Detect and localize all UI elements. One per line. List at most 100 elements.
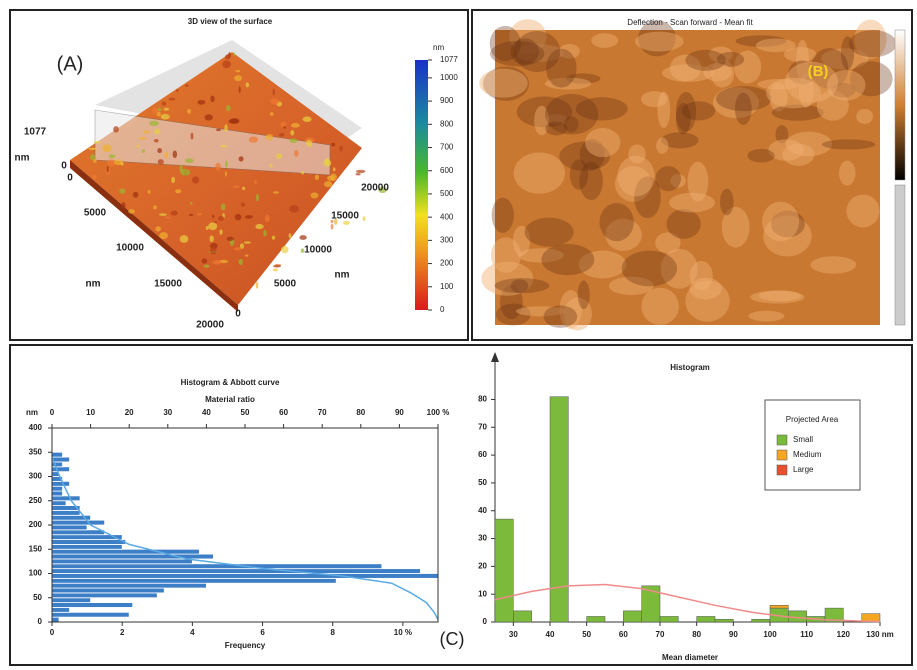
x-tick: 5000: [84, 208, 107, 219]
x-tick-label: 50: [582, 630, 591, 639]
colorbar-tick-label: 900: [440, 96, 454, 105]
texture-spot: [216, 129, 221, 131]
bar: [770, 605, 788, 608]
texture-spot: [189, 214, 194, 216]
texture-spot: [810, 256, 856, 273]
x-tick: 10000: [116, 243, 144, 254]
texture-spot: [169, 98, 176, 101]
texture-spot: [269, 164, 273, 167]
texture-spot: [190, 202, 193, 205]
y-tick-label: 200: [29, 520, 43, 529]
texture-spot: [92, 175, 97, 180]
y-tick-label: 10: [478, 589, 487, 598]
texture-spot: [669, 193, 715, 213]
x-tick-label: 0: [50, 628, 55, 637]
bar: [52, 603, 133, 608]
texture-spot: [667, 209, 701, 239]
texture-spot: [685, 280, 729, 321]
x-tick: 0: [67, 173, 73, 184]
texture-spot: [165, 217, 170, 219]
colorbar-unit: nm: [433, 43, 444, 52]
y-tick-label: 40: [478, 506, 487, 515]
x-tick-label: 90: [729, 630, 738, 639]
texture-spot: [544, 305, 578, 327]
bar: [52, 569, 420, 574]
x2-tick-label: 70: [318, 408, 327, 417]
legend-swatch: [777, 435, 787, 445]
bar: [52, 554, 213, 559]
texture-spot: [323, 159, 331, 166]
texture-spot: [747, 149, 774, 163]
x2-tick-label: 10: [86, 408, 95, 417]
x2-tick-label: 60: [279, 408, 288, 417]
bar: [52, 481, 70, 486]
y-tick-label: 350: [29, 447, 43, 456]
texture-spot: [363, 216, 366, 221]
texture-spot: [102, 144, 112, 152]
texture-spot: [303, 116, 312, 122]
texture-spot: [273, 268, 279, 271]
texture-spot: [205, 114, 213, 120]
bar: [52, 583, 206, 588]
bar: [52, 501, 66, 506]
texture-spot: [239, 86, 241, 93]
texture-spot: [173, 151, 177, 159]
texture-spot: [541, 244, 594, 275]
texture-spot: [281, 246, 289, 253]
y-tick-label: 400: [29, 423, 43, 432]
texture-spot: [139, 137, 146, 140]
colorbar-tick-label: 800: [440, 119, 454, 128]
bar: [52, 452, 63, 457]
texture-spot: [856, 109, 873, 124]
texture-spot: [164, 108, 170, 111]
colorbar-tick-label: 300: [440, 235, 454, 244]
texture-spot: [157, 148, 162, 153]
x-tick-label: 70: [656, 630, 665, 639]
texture-spot: [591, 33, 618, 48]
bar: [715, 619, 733, 622]
texture-spot: [225, 160, 228, 167]
legend-swatch: [777, 450, 787, 460]
x-tick-label: 60: [619, 630, 628, 639]
x-tick-label: 130 nm: [866, 630, 894, 639]
bar: [52, 617, 59, 622]
legend-label: Medium: [793, 450, 822, 459]
y-tick-label: 70: [478, 422, 487, 431]
texture-spot: [641, 91, 668, 107]
texture-spot: [180, 235, 189, 243]
texture-spot: [119, 189, 125, 194]
texture-spot: [756, 38, 796, 52]
texture-spot: [218, 216, 224, 221]
x2-tick-label: 30: [163, 408, 172, 417]
texture-spot: [180, 169, 190, 176]
texture-spot: [762, 202, 799, 242]
texture-spot: [192, 176, 199, 183]
texture-spot: [234, 247, 242, 250]
figure: 3D view of the surface (A) nm 1077 nm 0 …: [0, 0, 917, 670]
bar: [52, 607, 70, 612]
colorbar-tick-label: 1077: [440, 55, 458, 64]
texture-spot: [137, 145, 140, 148]
x-tick-label: 2: [120, 628, 125, 637]
texture-spot: [233, 185, 240, 188]
panel-title: Deflection - Scan forward - Mean fit: [627, 18, 753, 27]
texture-spot: [311, 192, 319, 198]
texture-spot: [153, 205, 157, 209]
texture-spot: [158, 159, 164, 164]
texture-spot: [306, 140, 312, 147]
x2-tick-label: 40: [202, 408, 211, 417]
texture-spot: [682, 101, 715, 120]
texture-spot: [159, 232, 168, 239]
colorbar-tick-label: 200: [440, 259, 454, 268]
texture-spot: [128, 209, 135, 214]
texture-spot: [133, 192, 138, 198]
y-unit: nm: [335, 270, 350, 281]
x-tick-label: 120: [837, 630, 851, 639]
y-tick-label: 60: [478, 450, 487, 459]
texture-spot: [235, 70, 240, 72]
texture-spot: [570, 159, 588, 189]
texture-spot: [244, 241, 251, 243]
bar: [752, 619, 770, 622]
x-tick-label: 10 %: [394, 628, 412, 637]
colorbar-tick-label: 600: [440, 166, 454, 175]
